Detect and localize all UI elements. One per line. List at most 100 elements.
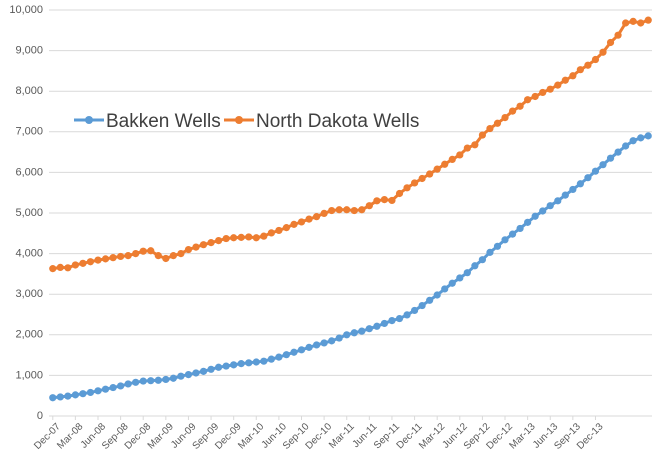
data-point-bakken: [117, 382, 125, 390]
data-point-north-dakota: [282, 224, 291, 232]
y-tick-label: 1,000: [15, 369, 43, 381]
data-point-bakken: [297, 346, 306, 354]
data-point-bakken: [606, 154, 615, 162]
data-point-bakken: [328, 337, 336, 345]
data-point-bakken: [591, 167, 600, 175]
data-point-north-dakota: [539, 88, 547, 97]
data-point-north-dakota: [169, 252, 177, 260]
data-point-bakken: [508, 230, 517, 238]
data-point-north-dakota: [214, 237, 223, 245]
data-point-bakken: [192, 369, 200, 377]
y-tick-label: 3,000: [15, 288, 43, 300]
data-point-bakken: [335, 334, 343, 342]
data-point-bakken: [561, 191, 569, 199]
data-point-bakken: [267, 355, 275, 363]
data-point-north-dakota: [576, 66, 584, 74]
data-point-bakken: [71, 391, 79, 399]
data-point-north-dakota: [184, 245, 193, 254]
data-point-north-dakota: [64, 264, 72, 272]
data-point-north-dakota: [147, 247, 155, 255]
data-point-north-dakota: [508, 107, 517, 115]
data-point-bakken: [554, 197, 562, 205]
data-point-north-dakota: [94, 256, 102, 264]
y-tick-label: 7,000: [15, 126, 43, 138]
data-point-bakken: [56, 393, 64, 401]
data-point-bakken: [237, 360, 245, 368]
data-point-bakken: [388, 316, 396, 325]
data-point-north-dakota: [79, 259, 87, 267]
data-point-north-dakota: [561, 76, 569, 84]
data-point-north-dakota: [606, 38, 615, 47]
data-point-bakken: [94, 387, 102, 395]
data-point-bakken: [524, 218, 532, 226]
data-point-north-dakota: [328, 206, 336, 215]
data-point-north-dakota: [237, 233, 245, 241]
data-point-bakken: [441, 285, 449, 293]
x-tick-label: Mar-08: [55, 421, 85, 451]
data-point-bakken: [207, 365, 215, 373]
data-point-bakken: [139, 377, 147, 385]
data-point-north-dakota: [312, 213, 321, 221]
data-point-north-dakota: [478, 131, 487, 139]
data-point-north-dakota: [441, 160, 449, 168]
data-point-bakken: [516, 224, 524, 233]
x-tick-label: Mar-12: [417, 421, 447, 451]
data-point-bakken: [576, 180, 584, 188]
data-point-north-dakota: [516, 102, 524, 110]
data-point-bakken: [546, 202, 554, 210]
data-point-north-dakota: [177, 250, 185, 258]
series-line-north-dakota: [52, 18, 649, 271]
series-bakken: [49, 132, 652, 402]
data-point-north-dakota: [305, 215, 313, 223]
data-point-north-dakota: [117, 252, 125, 261]
data-point-north-dakota: [456, 151, 464, 159]
data-point-north-dakota: [373, 197, 381, 205]
data-point-north-dakota: [192, 243, 200, 251]
data-point-bakken: [373, 322, 381, 330]
data-point-bakken: [49, 394, 57, 402]
data-point-bakken: [147, 377, 155, 385]
y-tick-label: 6,000: [15, 166, 43, 178]
data-point-bakken: [584, 174, 592, 182]
legend-item-bakken: Bakken Wells: [74, 111, 221, 132]
data-point-bakken: [365, 325, 373, 333]
data-point-north-dakota: [260, 232, 268, 240]
data-point-bakken: [456, 274, 464, 282]
legend-marker-bakken: [85, 116, 93, 124]
data-point-north-dakota: [124, 252, 132, 260]
data-point-bakken: [154, 376, 162, 384]
data-point-north-dakota: [471, 141, 479, 149]
data-point-bakken: [169, 374, 177, 382]
y-tick-label: 2,000: [15, 329, 43, 341]
data-point-north-dakota: [320, 209, 328, 218]
data-point-north-dakota: [56, 263, 64, 272]
data-point-north-dakota: [350, 206, 358, 215]
data-point-north-dakota: [290, 220, 298, 228]
data-point-bakken: [418, 301, 426, 310]
gridlines: [49, 9, 652, 376]
data-point-bakken: [463, 269, 471, 277]
data-point-north-dakota: [335, 206, 343, 214]
data-point-north-dakota: [622, 19, 630, 27]
data-point-north-dakota: [493, 119, 502, 127]
data-point-north-dakota: [380, 196, 389, 204]
data-point-bakken: [448, 279, 456, 287]
data-point-north-dakota: [275, 226, 283, 235]
data-point-north-dakota: [554, 81, 562, 89]
data-point-north-dakota: [139, 247, 147, 255]
data-point-bakken: [410, 306, 419, 315]
data-point-north-dakota: [546, 85, 554, 93]
legend-label-north-dakota: North Dakota Wells: [256, 111, 419, 132]
data-point-bakken: [214, 363, 223, 371]
x-tick-label: Dec-13: [575, 421, 606, 452]
data-point-north-dakota: [154, 252, 162, 260]
data-point-north-dakota: [418, 174, 426, 183]
data-point-bakken: [282, 351, 291, 359]
data-point-bakken: [531, 212, 539, 220]
data-point-north-dakota: [365, 202, 373, 210]
data-point-north-dakota: [162, 254, 170, 263]
data-point-north-dakota: [591, 55, 600, 64]
data-point-north-dakota: [501, 113, 509, 122]
data-point-bakken: [637, 134, 645, 142]
x-tick-label: Mar-09: [146, 421, 176, 451]
